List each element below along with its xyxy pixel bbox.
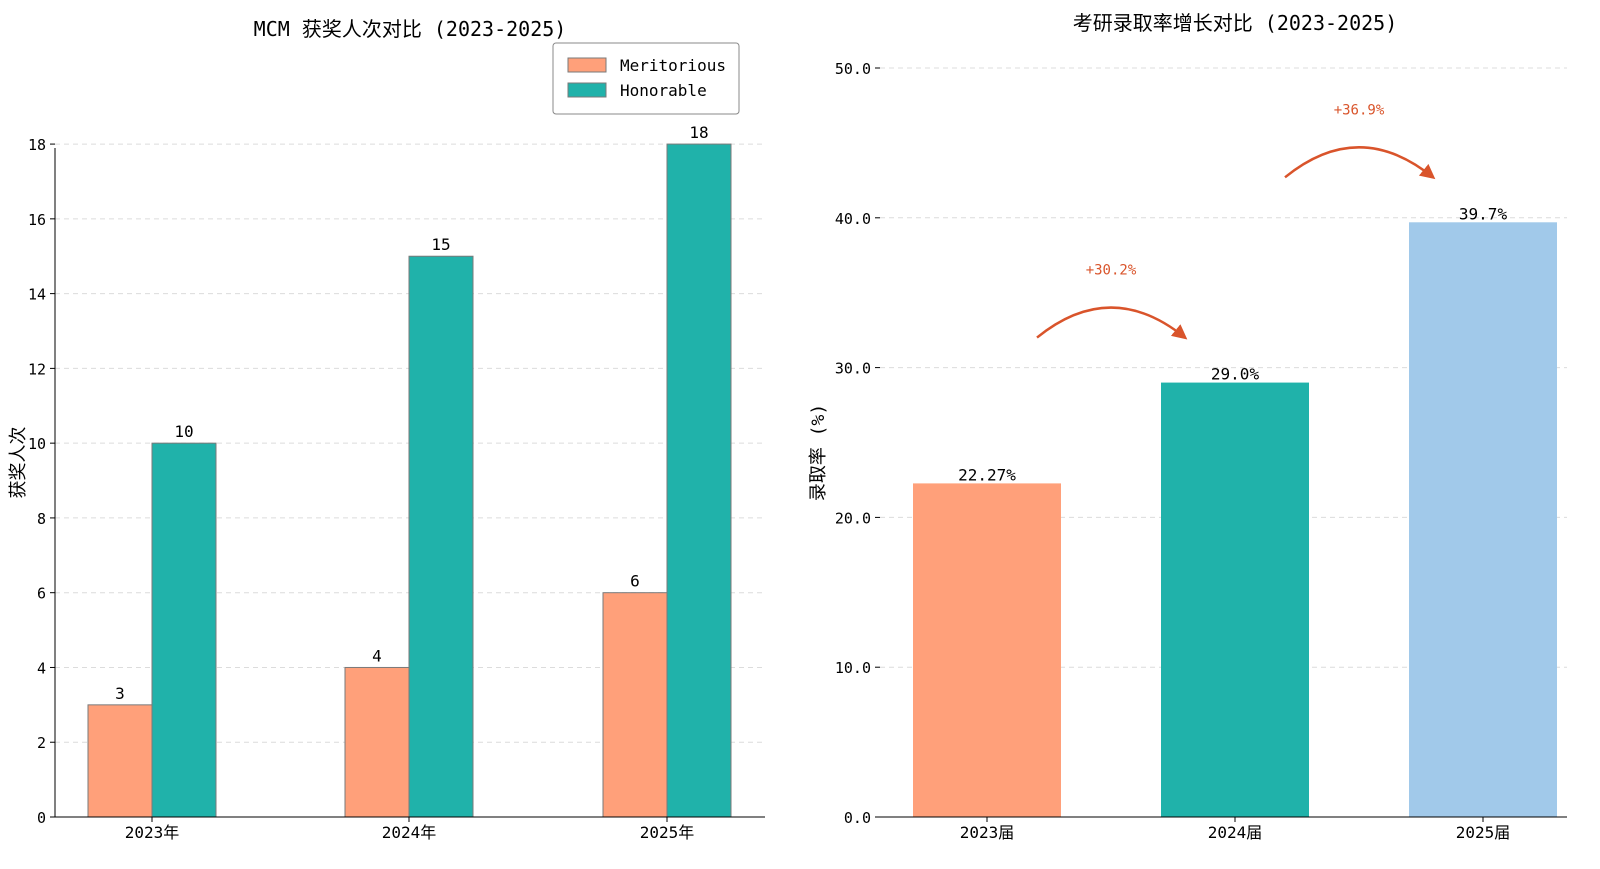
y-tick-label: 40.0 bbox=[835, 210, 871, 228]
bar-value-label: 10 bbox=[174, 422, 193, 441]
y-tick-label: 20.0 bbox=[835, 509, 871, 527]
admission-rate-chart: 考研录取率增长对比 (2023-2025) 0.0 10.0 20.0 30.0 40.0… bbox=[808, 11, 1567, 842]
bar-meritorious-0 bbox=[87, 704, 153, 818]
bar-value-label: 39.7% bbox=[1459, 204, 1508, 223]
chart-title: 考研录取率增长对比 (2023-2025) bbox=[1073, 11, 1398, 35]
y-tick-label: 0.0 bbox=[844, 809, 871, 827]
growth-arrow bbox=[1284, 146, 1436, 180]
bar-value-label: 29.0% bbox=[1211, 365, 1260, 384]
bar-honorable-2 bbox=[666, 143, 732, 818]
y-tick-label: 10.0 bbox=[835, 659, 871, 677]
y-tick-label: 4 bbox=[37, 659, 46, 677]
legend-swatch-honorable bbox=[567, 82, 607, 98]
bar-value-label: 6 bbox=[630, 572, 640, 591]
chart-title: MCM 获奖人次对比 (2023-2025) bbox=[254, 17, 567, 41]
legend-swatch-meritorious bbox=[567, 57, 607, 73]
bar-honorable-0 bbox=[151, 442, 217, 818]
y-tick-label: 50.0 bbox=[835, 60, 871, 78]
x-tick-label: 2025年 bbox=[640, 823, 695, 842]
x-tick-label: 2024年 bbox=[382, 823, 437, 842]
growth-annotation-label: +36.9% bbox=[1334, 102, 1385, 118]
legend-box bbox=[552, 42, 740, 115]
y-axis-label: 获奖人次 bbox=[8, 427, 29, 499]
y-axis-label: 录取率 (%) bbox=[808, 404, 829, 501]
y-tick-label: 12 bbox=[28, 360, 46, 378]
bar-meritorious-2 bbox=[602, 592, 668, 818]
x-tick-label: 2023届 bbox=[960, 823, 1015, 842]
x-tick-label: 2025届 bbox=[1456, 823, 1511, 842]
y-tick-label: 14 bbox=[28, 286, 46, 304]
mcm-award-chart: MCM 获奖人次对比 (2023-2025) 0 2 4 6 8 10 12 14 16 18 获奖人… bbox=[8, 17, 765, 842]
bar-value-label: 22.27% bbox=[958, 465, 1016, 484]
bar-value-label: 3 bbox=[115, 684, 125, 703]
growth-arrow bbox=[1036, 306, 1188, 340]
bar-meritorious-1 bbox=[344, 666, 410, 818]
y-tick-label: 16 bbox=[28, 211, 46, 229]
legend-label: Honorable bbox=[620, 81, 707, 100]
bar-2 bbox=[1409, 222, 1557, 817]
y-tick-label: 0 bbox=[37, 809, 46, 827]
bar-value-label: 18 bbox=[689, 123, 708, 142]
legend-label: Meritorious bbox=[620, 56, 726, 75]
bar-1 bbox=[1161, 382, 1309, 817]
x-tick-label: 2024届 bbox=[1208, 823, 1263, 842]
x-tick-label: 2023年 bbox=[125, 823, 180, 842]
y-tick-label: 6 bbox=[37, 585, 46, 603]
bar-value-label: 4 bbox=[372, 646, 382, 665]
y-tick-label: 2 bbox=[37, 734, 46, 752]
growth-annotation-label: +30.2% bbox=[1086, 263, 1137, 279]
y-tick-label: 18 bbox=[28, 136, 46, 154]
y-tick-label: 30.0 bbox=[835, 360, 871, 378]
y-tick-label: 8 bbox=[37, 510, 46, 528]
bar-value-label: 15 bbox=[431, 235, 450, 254]
bar-honorable-1 bbox=[408, 255, 474, 818]
bar-0 bbox=[913, 483, 1061, 817]
y-tick-label: 10 bbox=[28, 435, 46, 453]
legend: Meritorious Honorable bbox=[552, 42, 740, 115]
